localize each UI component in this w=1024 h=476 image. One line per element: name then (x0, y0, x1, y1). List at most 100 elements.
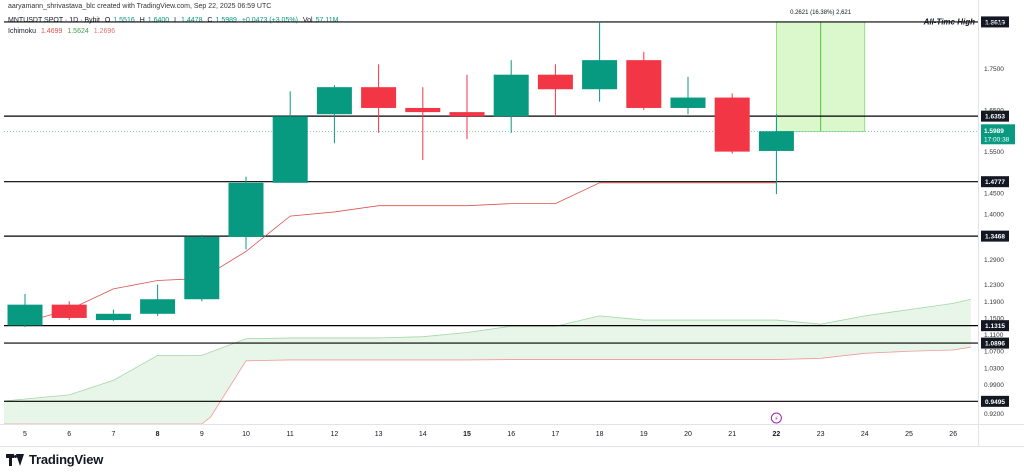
y-tick-label: 1.0700 (984, 349, 1004, 356)
high-value-label: H (139, 17, 145, 24)
low-value-label: L (174, 17, 179, 24)
level-price-tag (981, 230, 1009, 242)
open-value: 1.5516 (113, 17, 135, 24)
y-tick-label: 0.9900 (984, 382, 1004, 389)
level-price-tag (981, 16, 1009, 28)
open-value-label: O (104, 17, 111, 24)
y-tick-label: 1.0300 (984, 365, 1004, 372)
level-price-tag (981, 110, 1009, 122)
candle-body (405, 107, 441, 113)
symbol-legend[interactable]: MNTUSDT SPOT · 1D · Bybit O 1.5516 H 1.640… (8, 17, 341, 24)
high-value: 1.6400 (147, 17, 170, 24)
x-tick-label: 8 (156, 431, 160, 438)
y-tick-label: 1.6500 (984, 108, 1004, 115)
x-tick-label: 21 (728, 431, 736, 438)
level-price-label: 1.0896 (985, 341, 1005, 348)
candle-body (537, 74, 573, 90)
candle-body (95, 313, 131, 321)
tradingview-logo-icon (6, 453, 24, 466)
level-price-tag (981, 395, 1009, 407)
candle-body (140, 299, 176, 314)
x-tick-label: 16 (507, 431, 515, 438)
level-price-label: 0.9495 (985, 399, 1005, 406)
x-tick-label: 14 (419, 431, 427, 438)
x-tick-label: 22 (773, 431, 781, 438)
level-price-label: 1.1315 (985, 323, 1005, 330)
candle-body (361, 87, 397, 108)
candle-body (228, 182, 264, 237)
x-tick-label: 20 (684, 431, 692, 438)
tradingview-logo[interactable]: TradingView (6, 452, 103, 467)
x-tick-label: 9 (200, 431, 204, 438)
level-price-label: 1.6353 (985, 114, 1005, 121)
countdown-label: 17:00:38 (984, 136, 1010, 143)
event-marker-icon: ⚡ (774, 416, 778, 423)
x-tick-label: 12 (331, 431, 339, 438)
x-tick-label: 6 (67, 431, 71, 438)
candle-body (493, 74, 529, 117)
level-price-tag (981, 337, 1009, 349)
candle-body (449, 112, 485, 117)
currency-label: USDT (985, 21, 1005, 28)
ichimoku-label[interactable]: Ichimoku (8, 28, 37, 35)
y-tick-label: 0.9200 (984, 411, 1004, 418)
senkou-span-b-line (4, 346, 971, 424)
y-tick-label: 1.2300 (984, 282, 1004, 289)
candle-body (758, 131, 794, 151)
candle-body (184, 236, 220, 300)
chart-credit: aaryamann_shrivastava_blc created with T… (8, 3, 272, 10)
y-tick-label: 1.1900 (984, 299, 1004, 306)
x-tick-label: 26 (949, 431, 957, 438)
x-tick-label: 23 (817, 431, 825, 438)
level-price-label: 1.4777 (985, 179, 1005, 186)
x-tick-label: 13 (375, 431, 383, 438)
kijun-line (24, 182, 777, 323)
level-price-label: 1.3468 (985, 234, 1005, 241)
x-tick-label: 25 (905, 431, 913, 438)
y-tick-label: 1.7500 (984, 66, 1004, 73)
ichimoku-legend[interactable]: Ichimoku 1.4699 1.5624 1.2696 (8, 28, 118, 35)
x-tick-label: 10 (242, 431, 250, 438)
y-tick-label: 1.2900 (984, 257, 1004, 264)
x-tick-label: 17 (552, 431, 560, 438)
tradingview-brand: TradingView (29, 452, 104, 467)
current-price-tag (981, 124, 1015, 145)
x-tick-label: 24 (861, 431, 869, 438)
current-price-label: 1.5989 (984, 128, 1004, 135)
y-tick-label: 1.5500 (984, 149, 1004, 156)
change-value: +0.0473 (+3.05%) (241, 17, 298, 24)
y-tick-label: 1.1100 (984, 332, 1004, 339)
candle-body (316, 87, 352, 115)
ichimoku-value-3: 1.2696 (93, 28, 116, 35)
volume-label: Vol (302, 17, 313, 24)
y-tick-label: 1.4000 (984, 212, 1004, 219)
candle-body (272, 116, 308, 183)
candle-body (7, 304, 43, 326)
y-tick-label: 1.1500 (984, 315, 1004, 322)
measure-label: 0.2621 (16.38%) 2,621 (790, 10, 852, 16)
close-value-label: C (207, 17, 213, 24)
volume-value: 57.11M (315, 17, 339, 24)
x-tick-label: 11 (287, 431, 294, 438)
candle-body (626, 60, 662, 108)
x-tick-label: 19 (640, 431, 648, 438)
candle-body (670, 97, 706, 108)
ichimoku-cloud (4, 299, 971, 424)
ichimoku-value-2: 1.5624 (67, 28, 89, 35)
symbol-name[interactable]: MNTUSDT SPOT · 1D · Bybit (8, 17, 100, 24)
close-value: 1.5989 (215, 17, 237, 24)
x-tick-label: 7 (111, 431, 115, 438)
low-value: 1.4478 (181, 17, 203, 24)
x-tick-label: 5 (23, 431, 27, 438)
candle-body (51, 304, 87, 318)
x-tick-label: 15 (463, 431, 471, 438)
level-annotation: All-Time High (923, 17, 976, 26)
ichimoku-value-1: 1.4699 (40, 28, 63, 35)
level-price-tag (981, 320, 1009, 332)
candle-body (582, 60, 618, 90)
senkou-span-a-line (4, 298, 971, 402)
y-tick-label: 1.4500 (984, 191, 1004, 198)
level-price-label: 1.8619 (985, 19, 1005, 26)
event-marker (770, 412, 782, 424)
